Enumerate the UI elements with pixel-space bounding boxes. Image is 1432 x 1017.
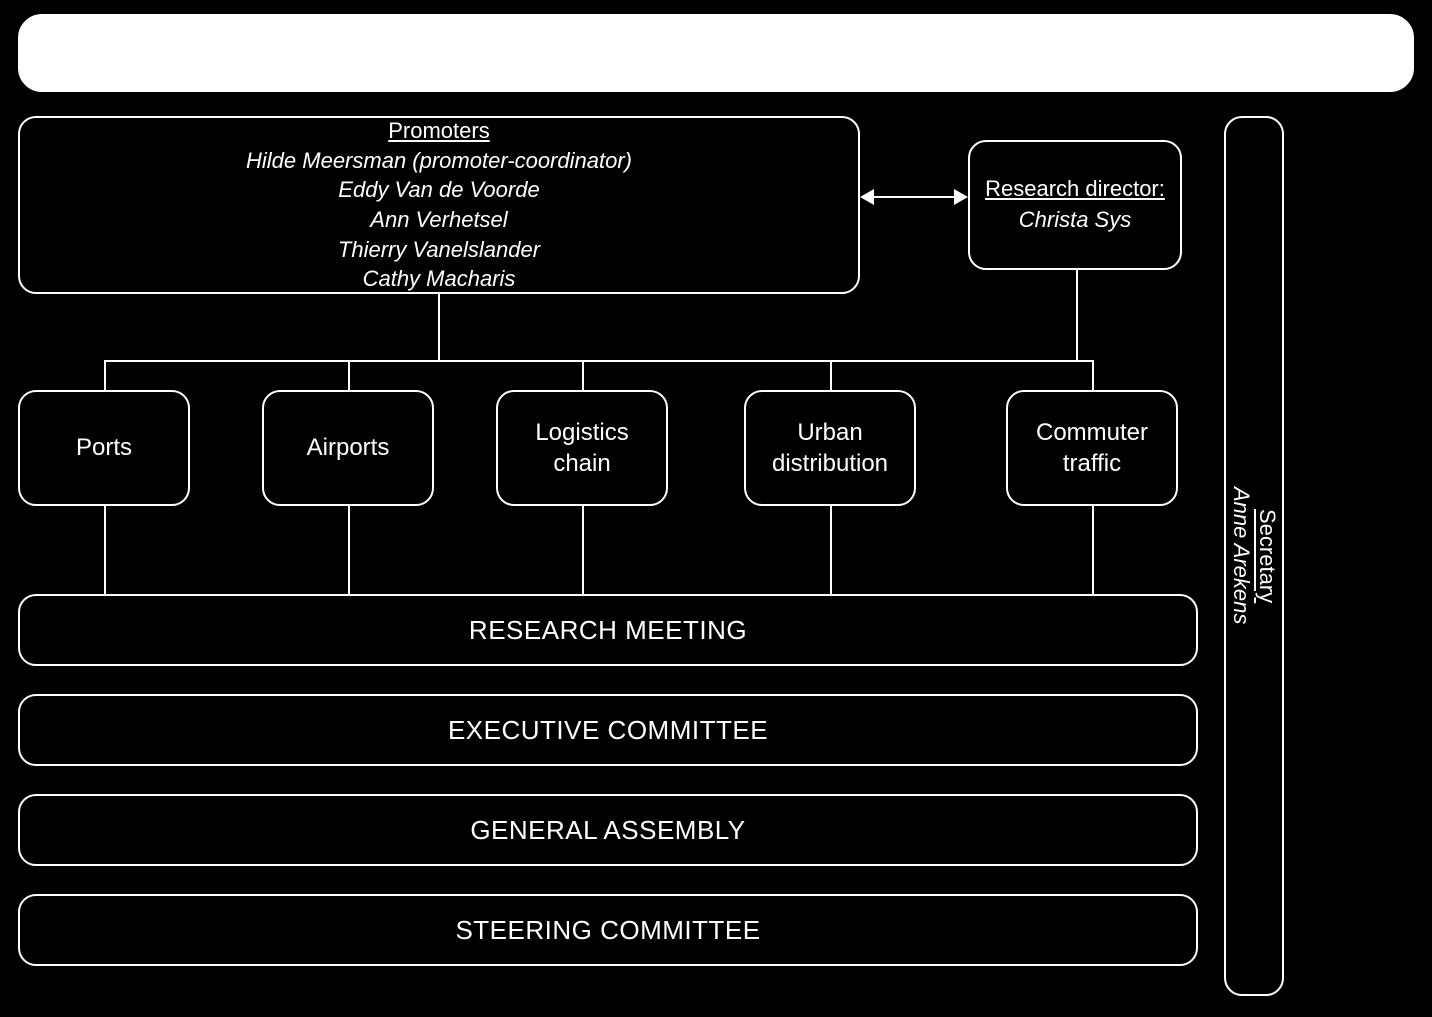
connector-line xyxy=(830,506,832,594)
promoter-name: Eddy Van de Voorde xyxy=(246,175,632,205)
domain-label: chain xyxy=(553,448,610,479)
director-name: Christa Sys xyxy=(1019,205,1131,236)
committee-bar: EXECUTIVE COMMITTEE xyxy=(18,694,1198,766)
domain-label: distribution xyxy=(772,448,888,479)
arrowhead-left-icon xyxy=(860,189,874,205)
promoters-box: Promoters Hilde Meersman (promoter-coord… xyxy=(18,116,860,294)
connector-line xyxy=(1076,270,1078,360)
domain-box: Logisticschain xyxy=(496,390,668,506)
committee-label: STEERING COMMITTEE xyxy=(455,915,760,946)
connector-line xyxy=(582,506,584,594)
connector-line xyxy=(582,360,584,390)
research-director-box: Research director: Christa Sys xyxy=(968,140,1182,270)
domain-label: Commuter xyxy=(1036,417,1148,448)
promoter-name: Cathy Macharis xyxy=(246,264,632,294)
connector-line xyxy=(438,294,440,360)
committee-bar: RESEARCH MEETING xyxy=(18,594,1198,666)
promoter-name: Hilde Meersman (promoter-coordinator) xyxy=(246,146,632,176)
connector-line xyxy=(1092,506,1094,594)
committee-label: GENERAL ASSEMBLY xyxy=(470,815,745,846)
connector-line xyxy=(104,506,106,594)
connector-line xyxy=(104,360,1094,362)
domain-box: Ports xyxy=(18,390,190,506)
secretary-name: Anne Arekens xyxy=(1229,487,1254,624)
committee-label: EXECUTIVE COMMITTEE xyxy=(448,715,768,746)
domain-label: Urban xyxy=(797,417,862,448)
domain-box: Urbandistribution xyxy=(744,390,916,506)
secretary-title: Secretary xyxy=(1255,509,1280,603)
committee-bar: STEERING COMMITTEE xyxy=(18,894,1198,966)
promoter-name: Ann Verhetsel xyxy=(246,205,632,235)
secretary-box: Secretary Anne Arekens xyxy=(1224,116,1284,996)
director-title: Research director: xyxy=(985,176,1165,201)
domain-box: Commutertraffic xyxy=(1006,390,1178,506)
connector-line xyxy=(830,360,832,390)
connector-line xyxy=(348,360,350,390)
promoters-title: Promoters xyxy=(388,116,489,146)
domain-label: Logistics xyxy=(535,417,628,448)
domain-label: Airports xyxy=(307,432,390,463)
committee-label: RESEARCH MEETING xyxy=(469,615,747,646)
connector-line xyxy=(1092,360,1094,390)
double-arrow xyxy=(872,196,956,198)
connector-line xyxy=(348,506,350,594)
domain-label: traffic xyxy=(1063,448,1121,479)
arrowhead-right-icon xyxy=(954,189,968,205)
connector-line xyxy=(104,360,106,390)
domain-box: Airports xyxy=(262,390,434,506)
promoter-name: Thierry Vanelslander xyxy=(246,235,632,265)
domain-label: Ports xyxy=(76,432,132,463)
committee-bar: GENERAL ASSEMBLY xyxy=(18,794,1198,866)
header-box xyxy=(18,14,1414,92)
